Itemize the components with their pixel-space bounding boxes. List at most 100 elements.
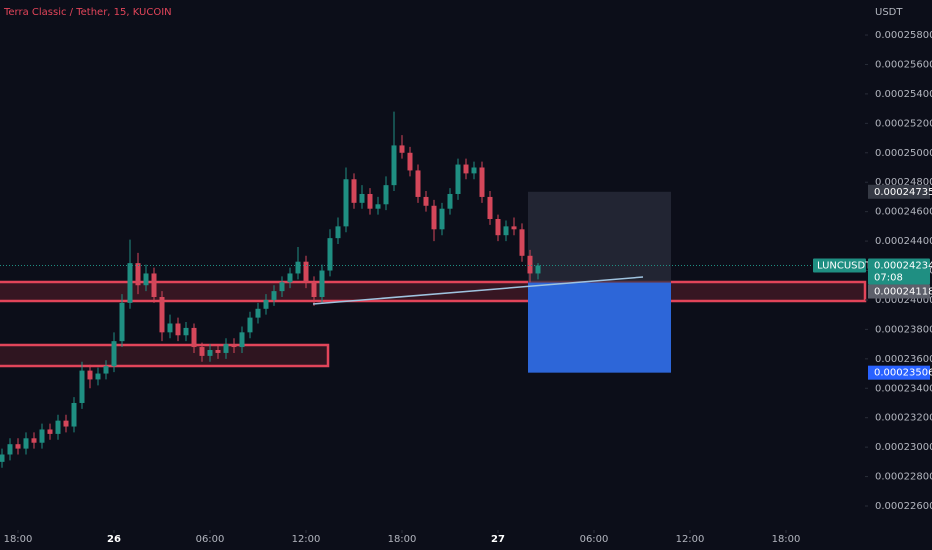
- candle-body: [191, 327, 197, 348]
- candle-body: [479, 167, 485, 197]
- candle-body: [55, 420, 61, 434]
- stop-label: 0.00023506: [874, 368, 932, 379]
- symbol-tag: [813, 258, 866, 273]
- candle-body: [63, 420, 69, 427]
- y-tick-label: 0.00025400: [875, 89, 932, 100]
- candle-body: [247, 317, 253, 333]
- y-tick-label: 0.00024600: [875, 207, 932, 218]
- y-tick-label: 0.00023200: [875, 413, 932, 424]
- candle-body: [223, 344, 229, 353]
- candle-body: [175, 323, 181, 336]
- last-price-tag: [868, 258, 930, 285]
- candle-body: [15, 444, 21, 449]
- stop-zone: [528, 282, 671, 373]
- candle-body: [151, 273, 157, 298]
- candle-body: [23, 438, 29, 449]
- y-tick-label: 0.00025200: [875, 118, 932, 129]
- y-tick-label: 0.00025800: [875, 30, 932, 41]
- candle-body: [79, 370, 85, 403]
- entry-label: 0.00024118: [874, 287, 932, 298]
- x-tick-label: 26: [107, 534, 121, 545]
- candle-body: [303, 261, 309, 283]
- candle-body: [439, 208, 445, 230]
- trend-line: [312, 276, 644, 305]
- x-tick-label: 12:00: [292, 534, 321, 545]
- stop-tag: [868, 365, 930, 380]
- candle-body: [271, 291, 277, 300]
- candles: [0, 111, 541, 468]
- candle-body: [263, 299, 269, 309]
- axes: 0.00025800 0.00025600 0.00025400 0.00025200…: [0, 30, 932, 545]
- candle-body: [423, 196, 429, 206]
- candle-body: [399, 145, 405, 153]
- x-tick-label: 18:00: [772, 534, 801, 545]
- x-tick-label: 06:00: [580, 534, 609, 545]
- candle-body: [199, 347, 205, 356]
- y-tick-label: 0.00025000: [875, 148, 932, 159]
- y-tick-label: 0.00023400: [875, 383, 932, 394]
- candle-body: [351, 179, 357, 203]
- candle-body: [327, 238, 333, 271]
- y-tick-label: 0.00023000: [875, 442, 932, 453]
- candle-body: [511, 226, 517, 230]
- candle-body: [31, 438, 37, 443]
- candle-body: [375, 204, 381, 209]
- candle-body: [311, 282, 317, 298]
- candle-body: [519, 229, 525, 256]
- candle-body: [87, 370, 93, 380]
- candle-body: [447, 193, 453, 209]
- candle-body: [503, 226, 509, 236]
- candle-body: [95, 373, 101, 380]
- candle-body: [335, 226, 341, 239]
- y-tick-label: 0.00025600: [875, 59, 932, 70]
- candle-body: [159, 297, 165, 333]
- candle-body: [127, 263, 133, 303]
- candle-body: [391, 145, 397, 186]
- candle-body: [207, 349, 213, 356]
- candle-body: [471, 167, 477, 174]
- candle-body: [383, 185, 389, 205]
- support-zone: [0, 343, 330, 368]
- candle-body: [359, 193, 365, 203]
- candle-body: [231, 344, 237, 348]
- chart-title: Terra Classic / Tether, 15, KUCOIN: [3, 7, 172, 18]
- x-tick-label: 18:00: [388, 534, 417, 545]
- candle-body: [367, 193, 373, 209]
- candle-body: [7, 444, 13, 455]
- candle-body: [535, 265, 541, 274]
- candle-body: [527, 255, 533, 274]
- countdown-label: 07:08: [874, 273, 903, 284]
- y-tick-label: 0.00023600: [875, 354, 932, 365]
- candle-body: [47, 429, 53, 434]
- candle-body: [455, 164, 461, 194]
- x-tick-label: 18:00: [4, 534, 33, 545]
- candle-body: [407, 152, 413, 171]
- y-tick-label: 0.00023800: [875, 324, 932, 335]
- y-tick-label: 0.00024800: [875, 177, 932, 188]
- last-price-label: 0.00024234: [874, 261, 932, 272]
- candle-body: [39, 429, 45, 443]
- target-zone: [528, 191, 671, 283]
- candle-body: [279, 282, 285, 292]
- candle-body: [431, 205, 437, 230]
- x-tick-label: 06:00: [196, 534, 225, 545]
- candle-body: [487, 196, 493, 220]
- candle-body: [415, 170, 421, 197]
- y-tick-label: 0.00022800: [875, 472, 932, 483]
- candle-body: [215, 349, 221, 353]
- y-tick-label: 0.00022600: [875, 501, 932, 512]
- candle-body: [287, 273, 293, 283]
- candle-body: [71, 402, 77, 427]
- candle-body: [135, 263, 141, 286]
- y-axis-label: USDT: [875, 7, 903, 18]
- y-tick-label: 0.00024000: [875, 295, 932, 306]
- candle-body: [463, 164, 469, 174]
- candle-body: [119, 302, 125, 342]
- candle-body: [103, 366, 109, 374]
- entry-tag: [868, 284, 930, 299]
- x-tick-label: 12:00: [676, 534, 705, 545]
- candle-body: [343, 179, 349, 227]
- candle-body: [295, 261, 301, 274]
- candle-body: [167, 323, 173, 333]
